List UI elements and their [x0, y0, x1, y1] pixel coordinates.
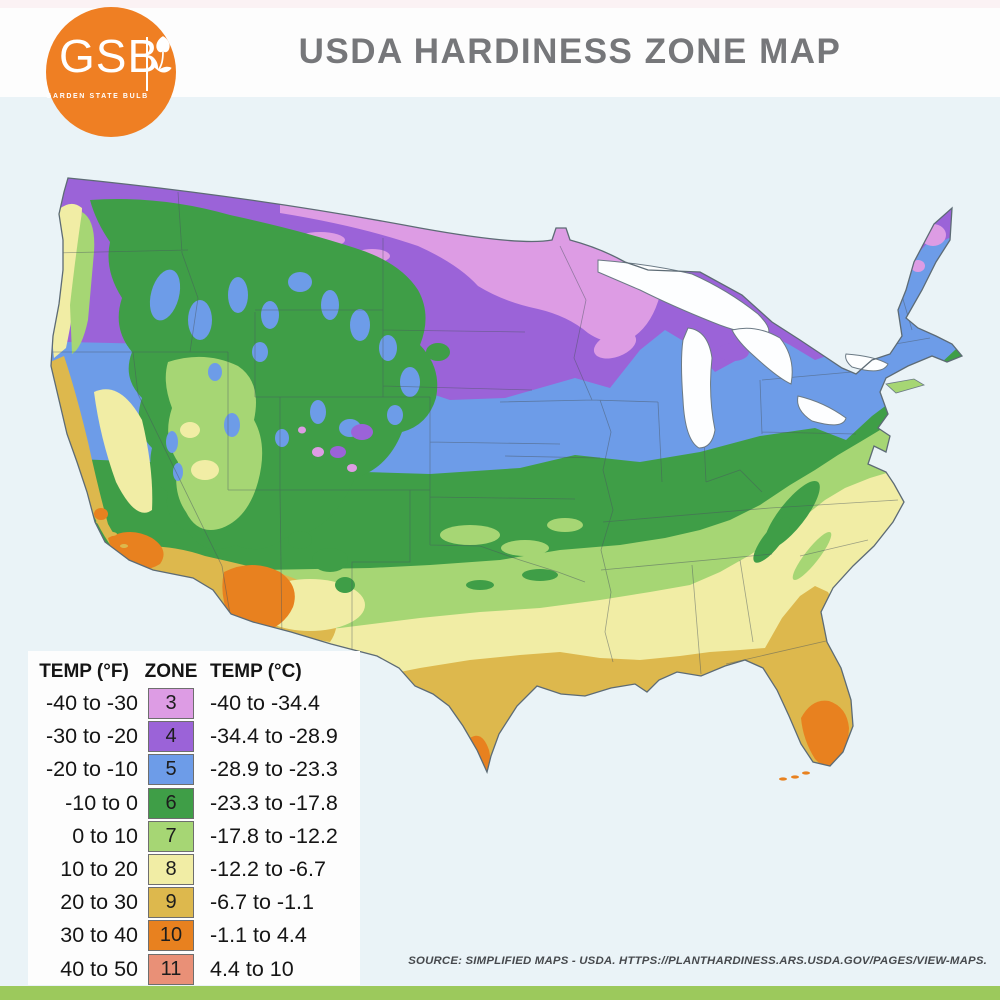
page-title: USDA HARDINESS ZONE MAP	[298, 32, 842, 71]
zone-number: 5	[165, 758, 177, 781]
temp-c-range: -17.8 to -12.2	[210, 823, 338, 848]
temp-c-range: -23.3 to -17.8	[210, 790, 338, 815]
channel-islands	[96, 520, 128, 548]
temp-f-range: -10 to 0	[65, 790, 138, 815]
legend-row: 10 to 20 8 -12.2 to -6.7	[28, 853, 360, 886]
zone-number: 9	[165, 891, 177, 914]
great-basin-zone7	[165, 356, 263, 530]
zone-number: 11	[160, 957, 182, 980]
zone-swatch: 7	[148, 820, 194, 852]
temp-c-range: -12.2 to -6.7	[210, 857, 326, 882]
zone-swatch: 6	[148, 787, 194, 819]
temp-c-range: -40 to -34.4	[210, 691, 320, 716]
zone-number: 7	[165, 824, 177, 847]
logo-acronym: GSB	[59, 30, 160, 82]
legend-row: -30 to -20 4 -34.4 to -28.9	[28, 720, 360, 753]
temp-f-range: -40 to -30	[45, 691, 138, 716]
basin-zone8-spots	[180, 422, 219, 480]
plains-zone7-mottling	[440, 518, 832, 581]
colorado-zone3-specks	[298, 426, 357, 472]
temp-f-range: 30 to 40	[60, 923, 138, 948]
logo-subtitle: GARDEN STATE BULB	[46, 93, 149, 100]
zone-swatch: 11	[148, 953, 194, 985]
tulip-icon	[151, 36, 172, 73]
pnw-valley-zone7	[70, 212, 95, 354]
temp-f-range: -30 to -20	[45, 724, 138, 749]
bottom-bar	[0, 986, 1000, 1000]
temp-f-range: 0 to 10	[72, 823, 138, 848]
zone-swatch: 4	[148, 721, 194, 753]
legend-row: 30 to 40 10 -1.1 to 4.4	[28, 919, 360, 952]
legend-col-temp-c: TEMP (°C)	[210, 661, 302, 682]
temp-c-range: -34.4 to -28.9	[210, 724, 338, 749]
zone-swatch: 10	[148, 920, 194, 952]
gsb-logo: GSB GARDEN STATE BULB	[46, 7, 176, 137]
colorado-zone4-spots	[330, 424, 373, 458]
legend-row: -10 to 0 6 -23.3 to -17.8	[28, 787, 360, 820]
temp-f-range: 20 to 30	[60, 890, 138, 915]
zone-swatch: 5	[148, 754, 194, 786]
lake-ontario	[845, 353, 889, 372]
temp-f-range: -20 to -10	[45, 757, 138, 782]
zone-swatch: 3	[148, 688, 194, 720]
temp-c-range: -1.1 to 4.4	[210, 923, 307, 948]
zone-number: 4	[165, 725, 177, 748]
legend-rows: -40 to -30 3 -40 to -34.4 -30 to -20 4 -…	[28, 687, 360, 986]
rockies-zone5-mottling	[149, 269, 420, 481]
temp-c-range: 4.4 to 10	[210, 956, 294, 981]
legend-col-temp-f: TEMP (°F)	[39, 661, 129, 682]
florida-keys	[779, 771, 810, 781]
top-strip	[0, 0, 1000, 8]
legend-row: 40 to 50 11 4.4 to 10	[28, 953, 360, 986]
legend-col-zone: ZONE	[144, 661, 198, 682]
central-valley-zone8	[94, 389, 153, 513]
us-outline	[50, 177, 964, 774]
new-mexico-zone6-spots	[288, 531, 355, 593]
temp-f-range: 40 to 50	[60, 956, 138, 981]
lake-michigan	[681, 327, 716, 449]
zone-number: 6	[165, 791, 177, 814]
zone-number: 10	[159, 924, 183, 947]
temp-f-range: 10 to 20	[60, 857, 138, 882]
california-coast-zone9	[51, 356, 152, 566]
legend-row: -40 to -30 3 -40 to -34.4	[28, 687, 360, 720]
temp-c-range: -6.7 to -1.1	[210, 890, 314, 915]
zone-swatch: 8	[148, 854, 194, 886]
legend-row: 20 to 30 9 -6.7 to -1.1	[28, 886, 360, 919]
appalachian-zone6-tongue	[426, 343, 820, 590]
zone-swatch: 9	[148, 887, 194, 919]
source-attribution: SOURCE: SIMPLIFIED MAPS - USDA. HTTPS://…	[408, 955, 987, 967]
legend-header: TEMP (°F) ZONE TEMP (°C)	[28, 657, 360, 687]
temp-c-range: -28.9 to -23.3	[210, 757, 338, 782]
michigan-zone4-spot	[717, 343, 749, 361]
zone-11-dots	[93, 543, 110, 560]
legend-panel: TEMP (°F) ZONE TEMP (°C) -40 to -30 3 -4…	[28, 651, 360, 985]
zone-number: 3	[165, 692, 177, 715]
long-island	[885, 378, 925, 394]
great-lakes	[597, 259, 889, 449]
legend-row: -20 to -10 5 -28.9 to -23.3	[28, 753, 360, 786]
islands	[96, 378, 925, 781]
lake-erie	[797, 395, 847, 426]
legend-row: 0 to 10 7 -17.8 to -12.2	[28, 820, 360, 853]
lake-huron	[731, 327, 793, 385]
zone-number: 8	[165, 858, 177, 881]
logo-divider	[146, 37, 148, 91]
